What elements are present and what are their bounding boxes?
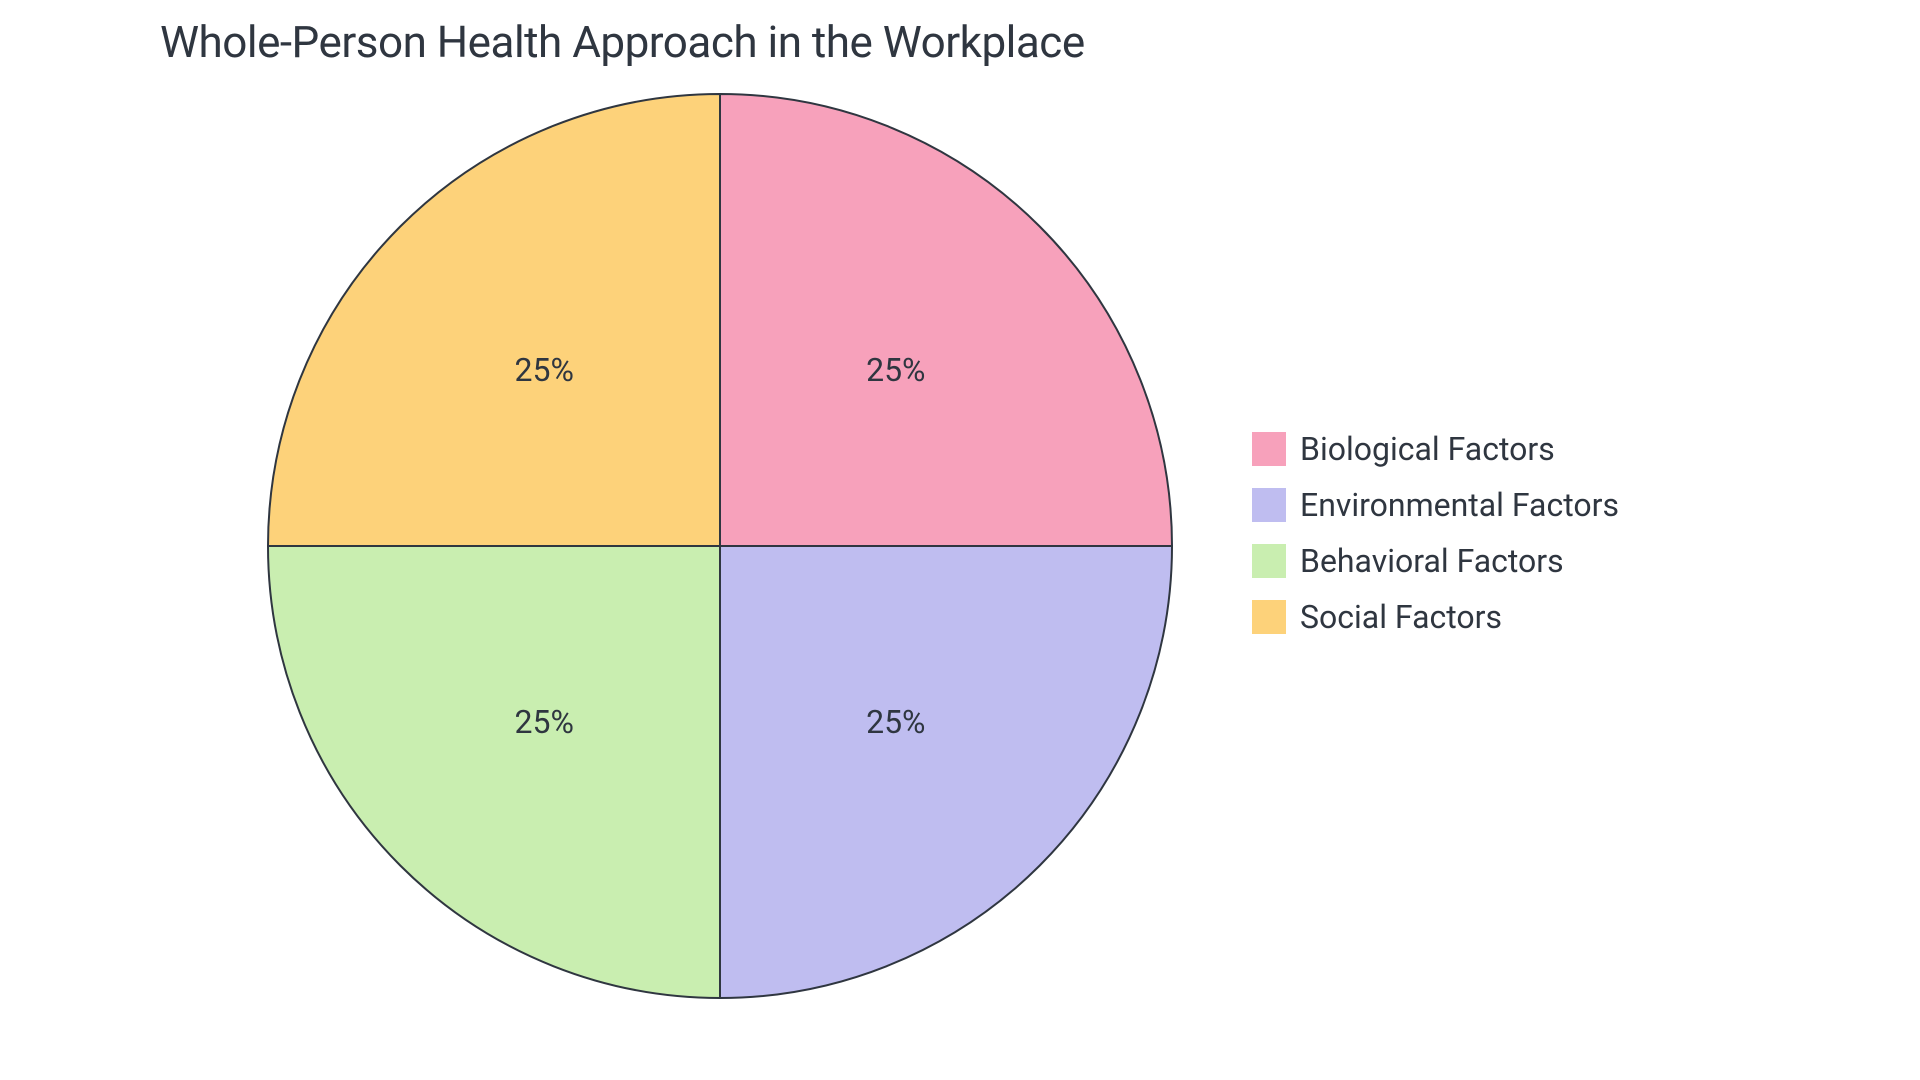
legend-swatch xyxy=(1252,488,1286,522)
pie-slice-label: 25% xyxy=(866,703,925,741)
pie-chart xyxy=(0,0,1920,1080)
pie-slice-label: 25% xyxy=(515,351,574,389)
legend-label: Behavioral Factors xyxy=(1300,542,1564,580)
pie-slice xyxy=(268,94,720,546)
legend-label: Social Factors xyxy=(1300,598,1502,636)
legend-label: Biological Factors xyxy=(1300,430,1555,468)
legend: Biological Factors Environmental Factors B… xyxy=(1252,430,1619,654)
legend-swatch xyxy=(1252,432,1286,466)
pie-slice xyxy=(720,94,1172,546)
legend-item: Biological Factors xyxy=(1252,430,1619,468)
legend-item: Behavioral Factors xyxy=(1252,542,1619,580)
legend-swatch xyxy=(1252,600,1286,634)
legend-item: Environmental Factors xyxy=(1252,486,1619,524)
legend-label: Environmental Factors xyxy=(1300,486,1619,524)
pie-slice xyxy=(268,546,720,998)
pie-slice-label: 25% xyxy=(515,703,574,741)
chart-container: Whole-Person Health Approach in the Work… xyxy=(0,0,1920,1080)
pie-svg xyxy=(0,0,1920,1080)
legend-item: Social Factors xyxy=(1252,598,1619,636)
legend-swatch xyxy=(1252,544,1286,578)
pie-slice-label: 25% xyxy=(866,351,925,389)
pie-slice xyxy=(720,546,1172,998)
